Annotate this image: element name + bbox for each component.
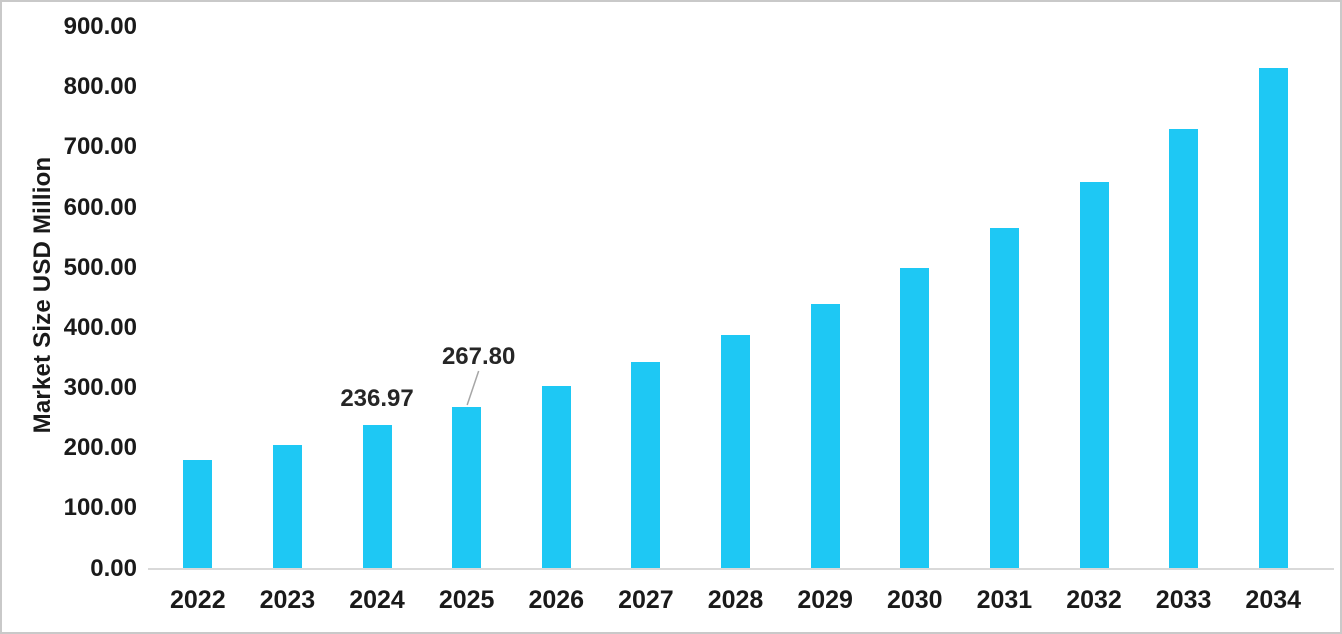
bar-2030 — [900, 268, 930, 568]
y-tick-label-500: 500.00 — [63, 253, 137, 281]
bar-2022 — [183, 460, 213, 568]
bar-2025 — [452, 407, 482, 568]
x-tick-label-2027: 2027 — [618, 586, 674, 614]
bar-2032 — [1079, 182, 1109, 568]
bar-2028 — [721, 335, 751, 568]
x-tick-label-2022: 2022 — [169, 586, 226, 614]
bar-2023 — [272, 445, 302, 568]
data-label-2025: 267.80 — [441, 343, 516, 370]
bar-2024 — [362, 425, 392, 568]
y-tick-label-800: 800.00 — [63, 73, 137, 101]
bar-2031 — [989, 228, 1019, 568]
bar-2034 — [1258, 68, 1288, 568]
y-tick-label-200: 200.00 — [63, 434, 137, 462]
y-tick-label-600: 600.00 — [63, 193, 137, 221]
leader-line-2025 — [466, 370, 480, 406]
y-tick-label-300: 300.00 — [63, 374, 137, 402]
x-tick-label-2024: 2024 — [349, 586, 405, 614]
x-tick-label-2025: 2025 — [438, 586, 495, 614]
x-tick-label-2028: 2028 — [707, 586, 764, 614]
x-tick-label-2023: 2023 — [259, 586, 316, 614]
x-tick-label-2026: 2026 — [528, 586, 585, 614]
x-tick-label-2030: 2030 — [886, 586, 943, 614]
x-tick-label-2031: 2031 — [976, 586, 1033, 614]
bar-2033 — [1169, 129, 1199, 568]
data-label-2024: 236.97 — [340, 385, 414, 412]
bar-2026 — [541, 386, 571, 568]
y-tick-label-100: 100.00 — [63, 494, 137, 522]
x-axis-line — [148, 568, 1334, 570]
y-tick-label-700: 700.00 — [63, 133, 137, 161]
y-tick-label-900: 900.00 — [63, 13, 137, 41]
y-tick-label-400: 400.00 — [63, 313, 137, 341]
x-tick-label-2034: 2034 — [1245, 586, 1302, 614]
x-tick-label-2029: 2029 — [797, 586, 853, 614]
y-tick-label-0: 0.00 — [90, 554, 137, 582]
x-tick-label-2033: 2033 — [1155, 586, 1212, 614]
bar-2027 — [631, 362, 661, 568]
x-tick-label-2032: 2032 — [1066, 586, 1122, 614]
bar-2029 — [810, 304, 840, 568]
